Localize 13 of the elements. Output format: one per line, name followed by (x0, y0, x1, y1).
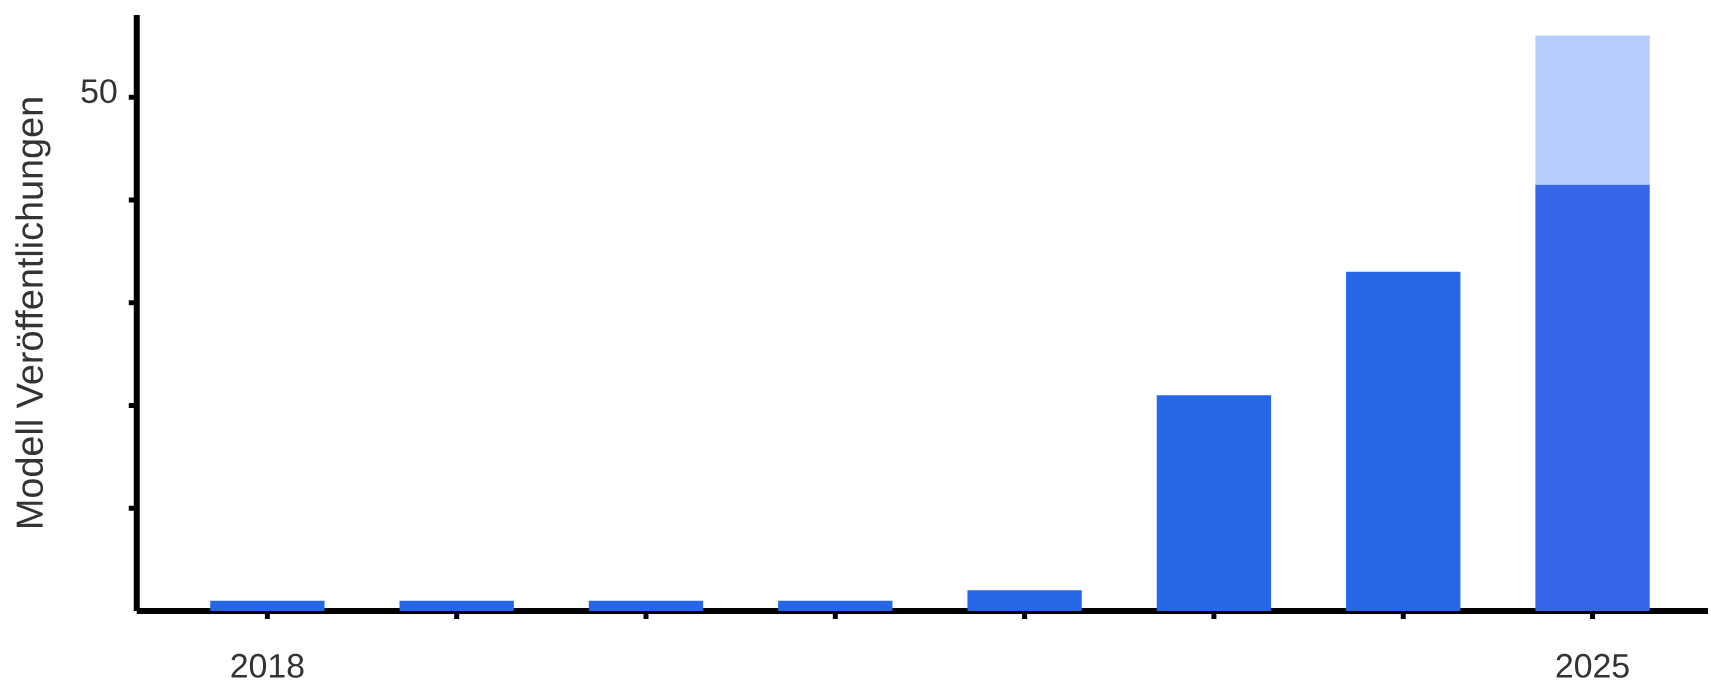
bar (210, 600, 325, 612)
bar (778, 600, 893, 612)
bar (1535, 35, 1650, 185)
bar (399, 600, 514, 612)
x-tick-label: 2025 (1556, 653, 1629, 678)
x-tick-label: 2018 (231, 653, 304, 678)
bar (1535, 184, 1650, 612)
bar (967, 590, 1082, 612)
bar (1156, 395, 1272, 612)
y-tick-label: 50 (81, 79, 117, 104)
y-axis-title: Modell Veröffentlichungen (15, 98, 51, 528)
bar (588, 600, 704, 612)
bar (1346, 271, 1461, 612)
